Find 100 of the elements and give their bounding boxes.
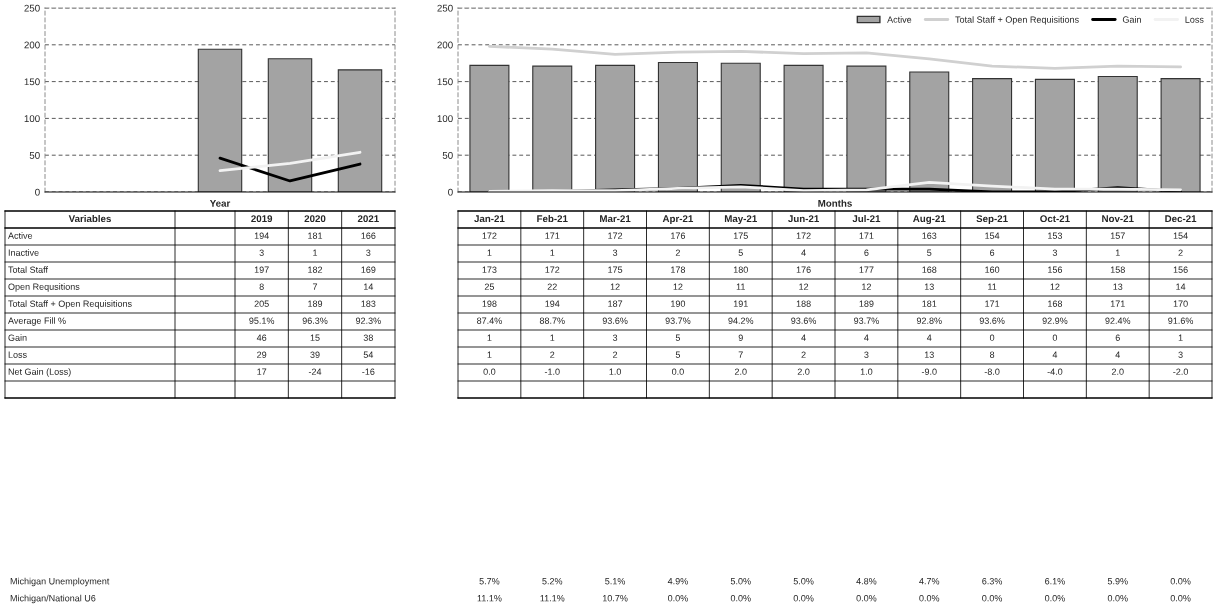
category-label: May-21 [724, 215, 757, 225]
data-label: 3 [366, 249, 371, 256]
data-label: 0.0% [982, 595, 1003, 602]
data-label: 0.0% [856, 595, 877, 602]
data-label: 96.3% [302, 317, 328, 324]
data-label: 194 [254, 232, 269, 239]
data-label: 5.7% [479, 578, 500, 585]
data-label: 168 [1048, 300, 1063, 307]
y-tick-label: 100 [437, 115, 453, 123]
data-label: 171 [985, 300, 1000, 307]
data-label: 0.0% [730, 595, 751, 602]
data-label: 168 [922, 266, 937, 273]
data-label: 5.1% [605, 578, 626, 585]
data-label: 6 [864, 249, 869, 256]
category-label: Aug-21 [913, 215, 946, 225]
bar [1097, 75, 1138, 192]
data-label: -4.0 [1047, 368, 1063, 375]
y-tick-label: 200 [437, 41, 453, 49]
data-label: 8 [989, 351, 995, 358]
data-label: 1 [487, 249, 492, 256]
text: Open Requsitions [8, 283, 80, 292]
category-label: Jun-21 [788, 215, 819, 223]
text: Total Staff + Open Requisitions [8, 300, 132, 309]
data-label: 5 [738, 249, 743, 256]
data-label: 4 [926, 334, 932, 341]
data-label: 12 [862, 283, 871, 290]
bar [1034, 78, 1075, 192]
line-series [488, 44, 1182, 70]
data-label: 6.3% [982, 578, 1003, 585]
data-label: 172 [608, 232, 623, 239]
legend-label: Active [887, 16, 912, 23]
data-label: 4 [864, 334, 869, 341]
data-label: 176 [796, 266, 811, 273]
category-label: Jul-21 [852, 214, 881, 223]
bar [972, 78, 1013, 192]
data-label: 87.4% [477, 317, 502, 324]
data-label: 1.0 [609, 368, 622, 375]
data-label: -8.0 [984, 368, 1000, 375]
data-label: 6.1% [1045, 578, 1065, 585]
data-label: 171 [545, 232, 560, 239]
bar [532, 65, 573, 192]
text: Active [8, 232, 33, 239]
data-label: -1.0 [544, 368, 560, 375]
data-label: 182 [308, 266, 323, 273]
bar [1160, 78, 1201, 192]
data-label: 3 [612, 249, 618, 256]
data-label: 0.0% [667, 595, 688, 602]
data-label: 177 [859, 266, 874, 273]
data-label: 1 [550, 249, 555, 256]
data-label: 9 [738, 334, 743, 341]
data-label: 176 [671, 232, 686, 239]
data-label: 189 [308, 300, 323, 307]
data-label: 181 [922, 300, 937, 307]
data-label: -24 [308, 368, 322, 375]
data-label: 92.9% [1042, 317, 1068, 324]
data-label: 2 [550, 351, 555, 358]
data-label: 12 [610, 283, 620, 290]
data-label: 191 [733, 300, 748, 307]
data-label: 3 [259, 249, 264, 256]
text: Average Fill % [8, 317, 66, 326]
data-label: 183 [361, 300, 376, 307]
data-label: 93.6% [791, 317, 817, 324]
text: Michigan/National U6 [10, 594, 96, 604]
data-label: 160 [985, 266, 1000, 273]
data-label: 11 [988, 283, 997, 290]
data-label: 4.9% [667, 578, 688, 585]
bar [469, 64, 510, 192]
data-label: 189 [859, 300, 874, 307]
data-label: 171 [859, 232, 874, 239]
text: Inactive [8, 249, 39, 256]
data-label: 2 [801, 351, 806, 358]
data-label: 4.7% [919, 578, 940, 585]
data-label: 93.6% [979, 317, 1005, 324]
data-label: 178 [671, 266, 686, 273]
data-label: 5.0% [793, 578, 814, 585]
data-label: 0 [1052, 334, 1058, 341]
data-label: 175 [608, 266, 623, 273]
data-label: 172 [482, 232, 497, 239]
data-label: 173 [482, 266, 497, 273]
bar [909, 71, 950, 192]
data-label: 46 [256, 334, 267, 341]
data-label: 12 [799, 283, 809, 290]
data-label: 93.7% [854, 317, 879, 324]
data-label: 2.0 [797, 368, 810, 375]
x-axis-title: Months [818, 199, 852, 207]
data-label: 10.7% [602, 595, 628, 602]
data-label: 0.0% [1107, 595, 1128, 602]
y-tick-label: 150 [437, 78, 453, 86]
bar [657, 61, 698, 192]
bar [197, 48, 243, 192]
data-label: 154 [1173, 232, 1188, 239]
bar [337, 69, 383, 192]
data-label: 91.6% [1168, 317, 1194, 324]
category-label: Sep-21 [976, 215, 1008, 225]
data-label: 15 [310, 334, 320, 341]
data-label: 29 [257, 351, 267, 358]
legend-label: Loss [1185, 16, 1204, 23]
data-label: 2.0 [734, 368, 747, 375]
data-label: 2 [675, 249, 680, 256]
y-tick-label: 250 [24, 4, 40, 12]
